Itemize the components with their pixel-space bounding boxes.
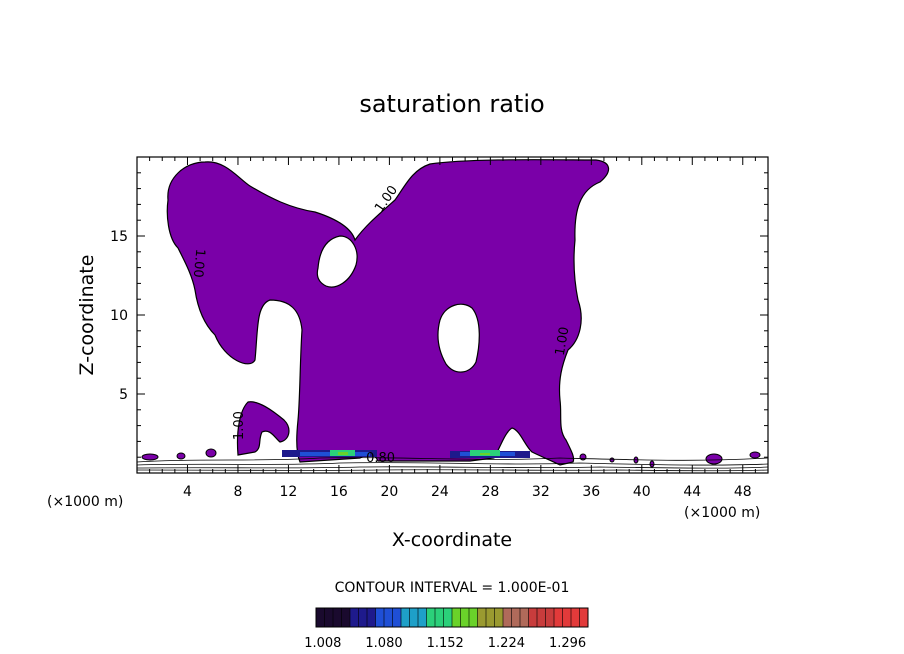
contour-label: 0.80 xyxy=(366,451,395,466)
contour-label: 1.00 xyxy=(190,248,207,278)
x-tick-label: 32 xyxy=(532,484,550,500)
colorbar-cell xyxy=(511,608,521,627)
colorbar-cell xyxy=(409,608,419,627)
colorbar-cell xyxy=(537,608,546,627)
x-tick-label: 44 xyxy=(683,484,701,500)
colorbar-tick-label: 1.296 xyxy=(549,636,586,651)
colorbar-tick-label: 1.152 xyxy=(427,636,464,651)
colorbar-cell xyxy=(452,608,461,627)
saturated-lobe-lower-left xyxy=(236,401,290,456)
colorbar-cell xyxy=(520,608,529,627)
y-tick-label: 15 xyxy=(110,229,128,245)
colorbar-cell xyxy=(350,608,359,627)
x-tick-label: 20 xyxy=(380,484,398,500)
colorbar-cell xyxy=(358,608,368,627)
colorbar-tick-label: 1.224 xyxy=(488,636,525,651)
colorbar-cell xyxy=(392,608,402,627)
x-unit-right: (×1000 m) xyxy=(684,505,760,521)
saturated-region xyxy=(166,159,610,466)
x-tick-label: 40 xyxy=(633,484,651,500)
colorbar-frame xyxy=(315,607,589,628)
x-tick-label: 36 xyxy=(582,484,600,500)
y-tick-label: 10 xyxy=(110,308,128,324)
colorbar-cell xyxy=(435,608,444,627)
colorbar-cell xyxy=(494,608,504,627)
x-tick-label: 8 xyxy=(233,484,242,500)
plot-area: 1.001.001.001.000.80 xyxy=(136,156,769,474)
x-tick-label: 24 xyxy=(431,484,449,500)
colorbar-cell xyxy=(324,608,334,627)
colorbar-cell xyxy=(528,608,538,627)
colorbar-tick-label: 1.080 xyxy=(365,636,402,651)
colorbar-cell xyxy=(477,608,487,627)
x-tick-label: 12 xyxy=(280,484,298,500)
x-axis-label: X-coordinate xyxy=(392,529,512,551)
colorbar-cell xyxy=(418,608,427,627)
y-tick-label: 5 xyxy=(119,387,128,403)
colorbar-cell xyxy=(316,608,325,627)
colorbar-cell xyxy=(562,608,572,627)
colorbar-cell xyxy=(401,608,410,627)
x-tick-label: 4 xyxy=(183,484,192,500)
colorbar-cell xyxy=(426,608,436,627)
colorbar-cell xyxy=(375,608,385,627)
colorbar-labels: 1.008 1.080 1.152 1.224 1.296 xyxy=(304,636,586,651)
colorbar-cell xyxy=(503,608,512,627)
colorbar-cell xyxy=(545,608,555,627)
colorbar-tick-label: 1.008 xyxy=(304,636,341,651)
x-tick-label: 16 xyxy=(330,484,348,500)
x-unit-left: (×1000 m) xyxy=(47,494,123,510)
chart-title: saturation ratio xyxy=(359,90,544,118)
colorbar-cell xyxy=(460,608,470,627)
colorbar-cell xyxy=(384,608,393,627)
colorbar-cell xyxy=(367,608,376,627)
colorbar-cell xyxy=(571,608,580,627)
surface-contours xyxy=(137,457,768,472)
high-saturation-streaks xyxy=(282,450,530,458)
x-tick-labels: 4 8 12 16 20 24 28 32 36 40 44 48 xyxy=(183,484,752,500)
axis-ticks xyxy=(137,157,768,473)
contour-interval-label: CONTOUR INTERVAL = 1.000E-01 xyxy=(335,580,570,596)
colorbar-cell xyxy=(341,608,351,627)
x-tick-label: 48 xyxy=(734,484,752,500)
colorbar-cell xyxy=(579,608,589,627)
colorbar-cell xyxy=(554,608,563,627)
contour-label: 1.00 xyxy=(232,411,247,440)
y-axis-label: Z-coordinate xyxy=(76,255,98,376)
x-tick-label: 28 xyxy=(481,484,499,500)
y-tick-labels: 5 10 15 xyxy=(110,229,128,403)
colorbar xyxy=(315,607,589,628)
contour-label: 1.00 xyxy=(553,326,573,357)
colorbar-cell xyxy=(443,608,453,627)
colorbar-cell xyxy=(469,608,478,627)
colorbar-cell xyxy=(486,608,495,627)
colorbar-cell xyxy=(333,608,342,627)
